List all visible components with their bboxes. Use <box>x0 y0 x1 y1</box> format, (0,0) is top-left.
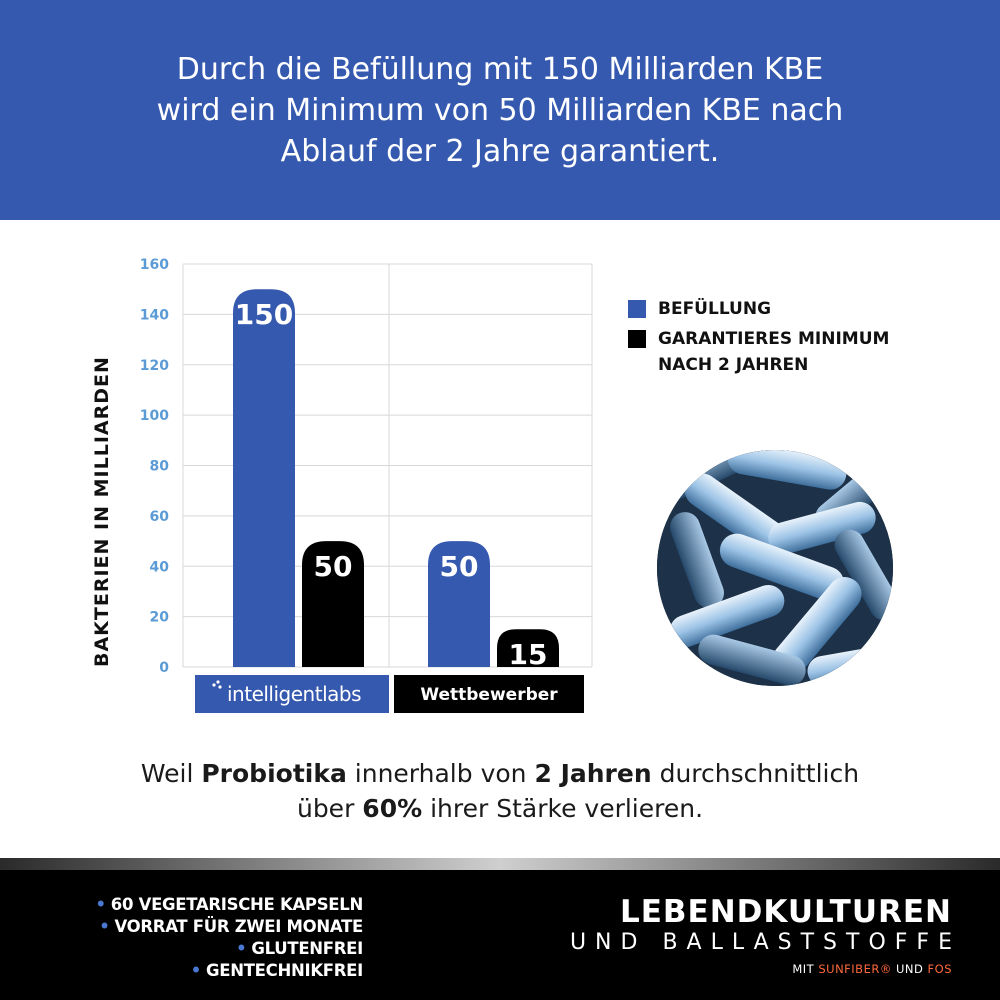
caption-text-3: durchschnittlich <box>651 759 860 788</box>
logo-dot-icon <box>216 680 220 684</box>
header-line-3: Ablauf der 2 Jahre garantiert. <box>280 133 720 169</box>
y-tick-label: 140 <box>140 307 169 323</box>
y-tick-label: 100 <box>140 408 169 424</box>
bacteria-image <box>657 450 893 686</box>
brand-block: LEBENDKULTUREN UND BALLASTSTOFFE MIT SUN… <box>570 894 952 976</box>
y-tick-label: 0 <box>159 660 169 676</box>
y-tick-label: 160 <box>140 257 169 273</box>
feature-item: GENTECHNIKFREI <box>96 960 363 982</box>
bar <box>497 629 559 667</box>
caption: Weil Probiotika innerhalb von 2 Jahren d… <box>0 756 1000 826</box>
y-axis-label: BAKTERIEN IN MILLIARDEN <box>91 356 113 667</box>
caption-text-5: ihrer Stärke verlieren. <box>422 794 704 823</box>
y-tick-label: 120 <box>140 358 169 374</box>
bar-value-label: 15 <box>509 638 548 671</box>
brand-tagline-mid: UND <box>891 962 928 976</box>
footer: 60 VEGETARISCHE KAPSELN VORRAT FÜR ZWEI … <box>0 870 1000 1000</box>
x-tick-label: intelligentlabs <box>227 682 361 706</box>
feature-item: GLUTENFREI <box>96 938 363 960</box>
caption-bold-3: 60% <box>362 794 423 823</box>
bar <box>302 541 364 667</box>
bar-value-label: 50 <box>314 550 353 583</box>
brand-tagline: MIT SUNFIBER® UND FOS <box>570 962 952 976</box>
caption-bold-2: 2 Jahren <box>534 759 652 788</box>
y-tick-label: 40 <box>150 559 170 575</box>
chart-legend: BEFÜLLUNG GARANTIERES MINIMUM NACH 2 JAH… <box>628 298 889 389</box>
legend-label-minimum-1: GARANTIERES MINIMUM <box>658 329 890 349</box>
caption-line-2: über 60% ihrer Stärke verlieren. <box>0 791 1000 826</box>
bar-value-label: 50 <box>440 550 479 583</box>
y-tick-label: 20 <box>150 610 170 626</box>
bar-value-label: 150 <box>235 298 293 331</box>
feature-item: VORRAT FÜR ZWEI MONATE <box>96 916 363 938</box>
header-text: Durch die Befüllung mit 150 Milliarden K… <box>157 49 844 172</box>
legend-swatch-blue <box>628 300 646 318</box>
feature-list: 60 VEGETARISCHE KAPSELN VORRAT FÜR ZWEI … <box>96 894 364 982</box>
caption-bold-1: Probiotika <box>201 759 347 788</box>
bar <box>233 289 295 667</box>
header-banner: Durch die Befüllung mit 150 Milliarden K… <box>0 0 1000 220</box>
brand-tagline-sunfiber: SUNFIBER® <box>818 962 892 976</box>
brand-title: LEBENDKULTUREN <box>620 894 952 930</box>
legend-label-befuellung: BEFÜLLUNG <box>658 299 772 319</box>
header-line-1: Durch die Befüllung mit 150 Milliarden K… <box>176 51 824 87</box>
legend-item-minimum: GARANTIERES MINIMUM NACH 2 JAHREN <box>628 328 889 381</box>
footer-divider <box>0 858 1000 870</box>
legend-item-befuellung: BEFÜLLUNG <box>628 298 889 320</box>
brand-subtitle: UND BALLASTSTOFFE <box>569 930 961 955</box>
brand-tagline-prefix: MIT <box>792 962 819 976</box>
logo-dot-icon <box>212 683 216 687</box>
y-tick-label: 80 <box>150 459 170 475</box>
x-tick-label: Wettbewerber <box>420 685 558 705</box>
category-label-box <box>394 675 584 713</box>
legend-label-minimum-2: NACH 2 JAHREN <box>658 355 809 375</box>
logo-dot-icon <box>218 685 222 689</box>
bar-chart: 0 20 40 60 80 100 120 140 160 BAKTERIEN IN MILLIA… <box>91 257 593 713</box>
legend-swatch-black <box>628 330 646 348</box>
y-tick-label: 60 <box>150 509 170 525</box>
header-line-2: wird ein Minimum von 50 Milliarden KBE n… <box>156 92 844 128</box>
caption-text-2: innerhalb von <box>346 759 535 788</box>
brand-tagline-fos: FOS <box>927 962 952 976</box>
caption-text-4: über <box>296 794 363 823</box>
caption-text-1: Weil <box>140 759 202 788</box>
category-label-box <box>195 675 389 713</box>
bar <box>428 541 490 667</box>
feature-item: 60 VEGETARISCHE KAPSELN <box>96 894 364 916</box>
caption-line-1: Weil Probiotika innerhalb von 2 Jahren d… <box>0 756 1000 791</box>
